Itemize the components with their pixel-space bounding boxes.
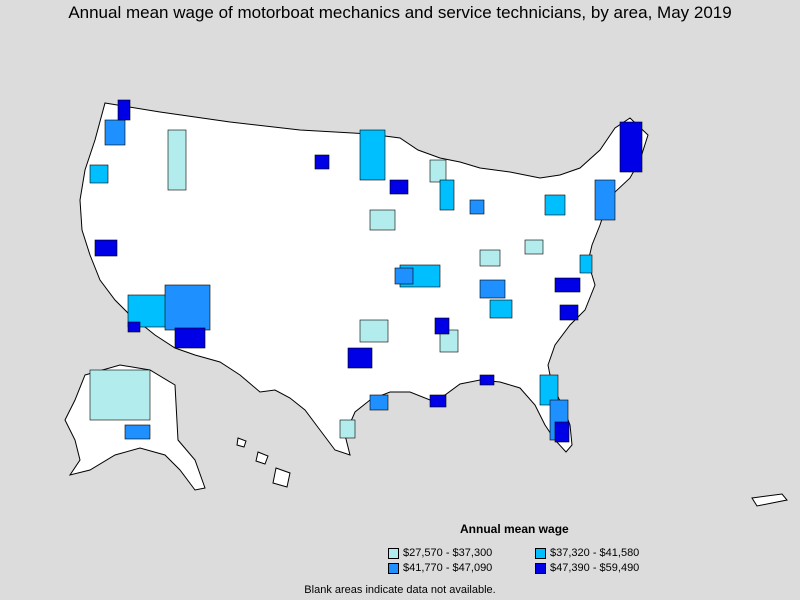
area-high <box>619 121 643 173</box>
contiguous-us-shape <box>79 102 649 456</box>
area-low <box>359 319 389 343</box>
area-mid-low <box>127 294 169 328</box>
area-high <box>479 374 495 386</box>
area-high <box>434 317 450 335</box>
area-high <box>554 421 570 443</box>
area-high <box>127 321 141 333</box>
area-mid-high <box>479 279 506 299</box>
area-high <box>554 277 581 293</box>
area-mid-high <box>124 424 151 440</box>
legend-item-1: $27,570 - $37,300 <box>388 547 492 559</box>
legend-swatch <box>388 562 399 574</box>
area-low <box>524 239 544 255</box>
hawaii-island-2 <box>255 451 269 465</box>
area-low <box>429 159 447 183</box>
area-mid-low <box>359 129 386 181</box>
area-high <box>94 239 118 257</box>
area-mid-low <box>89 164 109 184</box>
area-high <box>117 99 131 121</box>
area-mid-high <box>369 394 389 411</box>
area-high <box>347 347 373 369</box>
area-low <box>339 419 356 439</box>
legend-item-2: $37,320 - $41,580 <box>535 547 639 559</box>
hawaii-island-1 <box>236 437 247 448</box>
area-mid-high <box>394 267 414 285</box>
area-mid-high <box>104 119 126 146</box>
area-low <box>369 209 396 231</box>
legend-swatch <box>388 547 399 559</box>
area-high <box>174 327 206 349</box>
footnote: Blank areas indicate data not available. <box>304 584 496 596</box>
area-mid-low <box>539 374 559 406</box>
legend-item-3: $41,770 - $47,090 <box>388 562 492 574</box>
puerto-rico-shape <box>751 493 788 507</box>
legend-item-4: $47,390 - $59,490 <box>535 562 639 574</box>
area-mid-high <box>594 179 616 221</box>
legend-label: $47,390 - $59,490 <box>550 562 640 574</box>
legend-label: $27,570 - $37,300 <box>403 547 493 559</box>
area-mid-high <box>469 199 485 215</box>
area-mid-high <box>164 284 211 331</box>
area-mid-low <box>439 179 455 211</box>
map-title: Annual mean wage of motorboat mechanics … <box>68 3 732 22</box>
area-mid-low <box>579 254 593 274</box>
area-low <box>89 369 151 421</box>
hawaii-island-3 <box>272 467 291 488</box>
legend-swatch <box>535 547 546 559</box>
area-low <box>479 249 501 267</box>
area-high <box>314 154 330 170</box>
legend-label: $37,320 - $41,580 <box>550 547 640 559</box>
legend-label: $41,770 - $47,090 <box>403 562 493 574</box>
wage-areas <box>89 99 643 443</box>
area-mid-low <box>544 194 566 216</box>
legend-swatch <box>535 562 546 574</box>
area-low <box>167 129 187 191</box>
area-high <box>429 394 447 408</box>
area-high <box>559 304 579 321</box>
area-high <box>389 179 409 195</box>
legend-title: Annual mean wage <box>460 522 569 536</box>
area-mid-low <box>489 299 513 319</box>
